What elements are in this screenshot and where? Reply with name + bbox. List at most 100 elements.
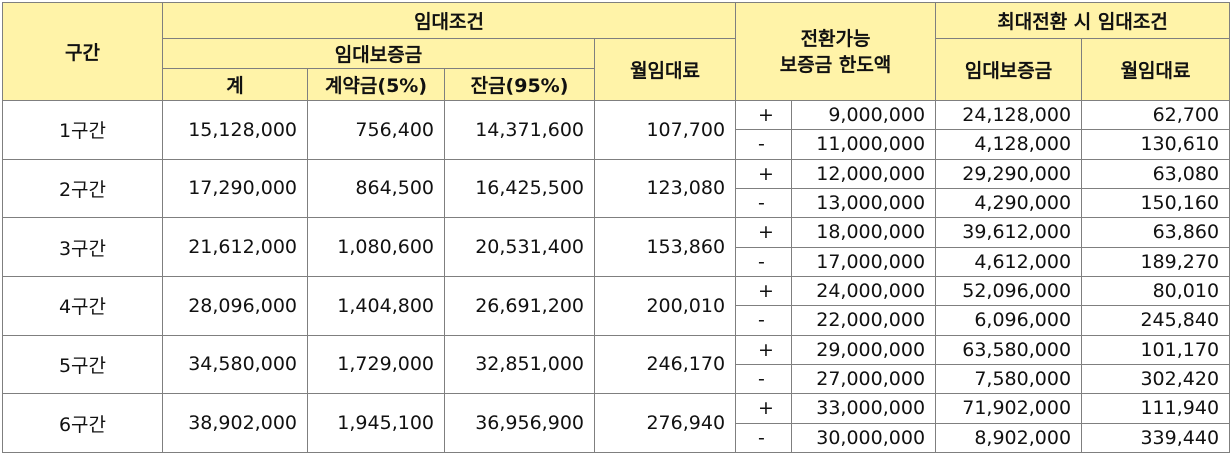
balance-payment-cell: 36,956,900	[444, 393, 595, 453]
monthly-rent-cell: 276,940	[593, 393, 737, 453]
max-monthly-rent-cell: 111,940	[1081, 393, 1231, 424]
max-deposit-cell: 52,096,000	[935, 275, 1083, 307]
max-deposit-cell: 29,290,000	[935, 158, 1083, 189]
convertible-limit-cell: 24,000,000	[791, 275, 937, 307]
table-row: 4구간 28,096,000 1,404,800 26,691,200 200,010 +…	[2, 275, 1231, 336]
max-monthly-rent-cell: 245,840	[1081, 305, 1231, 336]
plus-sign-cell: +	[735, 158, 793, 189]
contract-payment-cell: 864,500	[307, 158, 445, 219]
minus-sign-cell: -	[735, 363, 793, 395]
convertible-limit-cell: 11,000,000	[791, 129, 937, 160]
convertible-limit-cell: 12,000,000	[791, 158, 937, 189]
plus-sign-cell: +	[735, 217, 793, 248]
max-monthly-rent-cell: 130,610	[1081, 129, 1231, 160]
monthly-rent-cell: 246,170	[593, 334, 737, 395]
max-monthly-rent-cell: 302,420	[1081, 363, 1231, 395]
balance-payment-cell: 16,425,500	[444, 158, 595, 219]
max-monthly-rent-cell: 150,160	[1081, 187, 1231, 219]
header-deposit: 임대보증금	[162, 38, 595, 69]
header-max-monthly-rent: 월임대료	[1081, 38, 1231, 101]
max-deposit-cell: 8,902,000	[935, 422, 1083, 454]
deposit-total-cell: 28,096,000	[162, 275, 308, 336]
header-convertible-limit: 전환가능 보증금 한도액	[735, 2, 937, 101]
table-row: 1구간 15,128,000 756,400 14,371,600 107,700 +9,…	[2, 99, 1231, 160]
table-row: -17,000,000 4,612,000 189,270	[3, 246, 1231, 277]
header-max-deposit: 임대보증금	[935, 38, 1083, 101]
max-deposit-cell: 7,580,000	[935, 363, 1083, 395]
header-convertible-line1: 전환가능	[800, 27, 871, 50]
contract-payment-cell: 756,400	[307, 100, 445, 160]
max-deposit-cell: 71,902,000	[935, 393, 1083, 424]
max-monthly-rent-cell: 101,170	[1081, 334, 1231, 365]
monthly-rent-cell: 200,010	[593, 275, 737, 336]
convertible-limit-cell: 27,000,000	[791, 363, 937, 395]
max-deposit-cell: 24,128,000	[935, 99, 1083, 131]
convertible-limit-cell: 33,000,000	[791, 393, 937, 424]
plus-sign-cell: +	[735, 393, 793, 424]
max-monthly-rent-cell: 63,860	[1081, 217, 1231, 248]
header-contract-payment: 계약금(5%)	[307, 68, 445, 101]
convertible-limit-cell: 22,000,000	[791, 305, 937, 336]
section-cell: 6구간	[2, 393, 163, 453]
minus-sign-cell: -	[735, 246, 793, 277]
section-cell: 4구간	[2, 275, 163, 336]
contract-payment-cell: 1,404,800	[307, 275, 445, 336]
table-body: 1구간 15,128,000 756,400 14,371,600 107,700 +9,…	[2, 99, 1231, 454]
max-deposit-cell: 4,612,000	[935, 246, 1083, 277]
deposit-total-cell: 34,580,000	[162, 334, 308, 395]
deposit-total-cell: 38,902,000	[162, 393, 308, 453]
monthly-rent-cell: 153,860	[593, 217, 737, 277]
balance-payment-cell: 32,851,000	[444, 334, 595, 395]
deposit-total-cell: 15,128,000	[162, 100, 308, 160]
section-cell: 5구간	[2, 334, 163, 395]
max-deposit-cell: 4,290,000	[935, 187, 1083, 219]
max-monthly-rent-cell: 189,270	[1081, 246, 1231, 277]
max-monthly-rent-cell: 62,700	[1081, 99, 1231, 131]
max-monthly-rent-cell: 339,440	[1081, 422, 1231, 454]
plus-sign-cell: +	[735, 334, 793, 365]
balance-payment-cell: 20,531,400	[444, 217, 595, 277]
minus-sign-cell: -	[735, 187, 793, 219]
contract-payment-cell: 1,080,600	[307, 217, 445, 277]
convertible-limit-cell: 29,000,000	[791, 334, 937, 365]
balance-payment-cell: 26,691,200	[444, 275, 595, 336]
max-deposit-cell: 63,580,000	[935, 334, 1083, 365]
convertible-limit-cell: 17,000,000	[791, 246, 937, 277]
max-monthly-rent-cell: 63,080	[1081, 158, 1231, 189]
balance-payment-cell: 14,371,600	[444, 100, 595, 160]
minus-sign-cell: -	[735, 305, 793, 336]
section-cell: 2구간	[2, 158, 163, 219]
monthly-rent-cell: 107,700	[593, 100, 737, 160]
header-total: 계	[162, 68, 308, 101]
max-deposit-cell: 4,128,000	[935, 129, 1083, 160]
header-section: 구간	[2, 2, 163, 101]
header-balance-payment: 잔금(95%)	[444, 68, 595, 101]
header-rental-terms: 임대조건	[161, 2, 737, 39]
header-monthly-rent: 월임대료	[593, 38, 737, 101]
minus-sign-cell: -	[735, 129, 793, 160]
table-row: 3구간 21,612,000 1,080,600 20,531,400 153,860 +…	[2, 217, 1231, 277]
convertible-limit-cell: 13,000,000	[791, 187, 937, 219]
plus-sign-cell: +	[735, 99, 793, 131]
table-row: -22,000,000 6,096,000 245,840	[3, 305, 1231, 336]
table-row: 5구간 34,580,000 1,729,000 32,851,000 246,170 +…	[2, 334, 1231, 395]
plus-sign-cell: +	[735, 275, 793, 307]
minus-sign-cell: -	[735, 422, 793, 454]
section-cell: 1구간	[2, 100, 163, 160]
convertible-limit-cell: 9,000,000	[791, 99, 937, 131]
deposit-total-cell: 17,290,000	[162, 158, 308, 219]
section-cell: 3구간	[2, 217, 163, 277]
header-max-conversion: 최대전환 시 임대조건	[935, 2, 1231, 39]
contract-payment-cell: 1,729,000	[307, 334, 445, 395]
deposit-total-cell: 21,612,000	[162, 217, 308, 277]
header-convertible-line2: 보증금 한도액	[779, 53, 892, 76]
table-row: -11,000,000 4,128,000 130,610	[3, 129, 1231, 160]
table-row: -30,000,000 8,902,000 339,440	[3, 422, 1231, 454]
max-deposit-cell: 39,612,000	[935, 217, 1083, 248]
table-row: -13,000,000 4,290,000 150,160	[3, 187, 1231, 219]
convertible-limit-cell: 30,000,000	[791, 422, 937, 454]
table-row: 6구간 38,902,000 1,945,100 36,956,900 276,940 +…	[2, 393, 1231, 453]
convertible-limit-cell: 18,000,000	[791, 217, 937, 248]
max-deposit-cell: 6,096,000	[935, 305, 1083, 336]
